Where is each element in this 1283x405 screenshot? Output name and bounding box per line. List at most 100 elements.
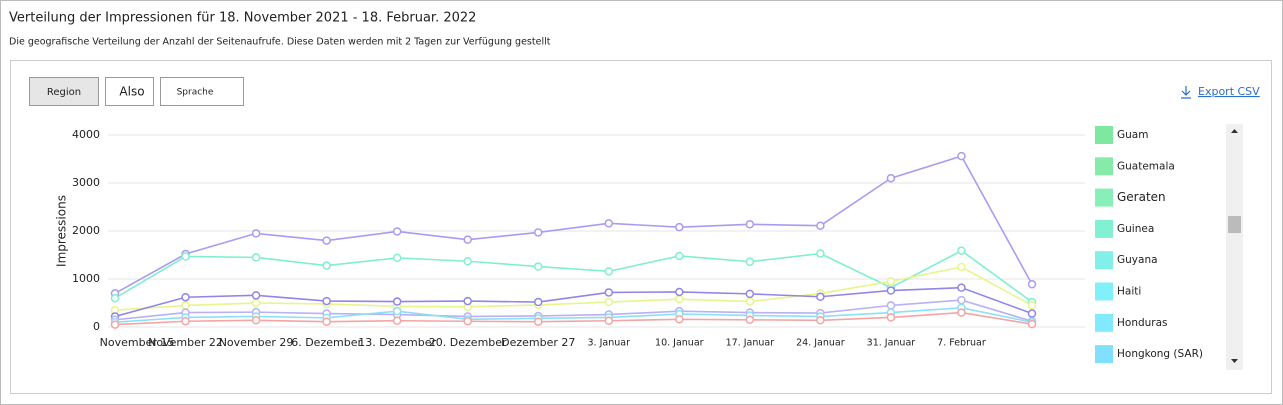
x-tick-label: November 15 [100,336,175,349]
x-tick-label: 31. Januar [867,338,916,349]
scrollbar-track[interactable] [1226,124,1243,370]
data-point [886,277,896,286]
y-tick-label: 3000 [72,176,100,189]
x-tick-label: 17. Januar [726,338,775,349]
data-point [533,297,543,307]
x-tick-label: 24. Januar [796,338,845,349]
data-point [463,235,472,244]
legend-label: Haiti [1117,286,1141,298]
button-sprache[interactable]: Sprache [160,77,244,106]
y-tick-label: 1000 [72,272,100,285]
data-point [533,262,543,271]
data-point [957,262,966,272]
legend-swatch [1095,188,1113,207]
button-also[interactable]: Also [105,77,154,106]
data-point [957,295,966,305]
x-tick-label: 7. Februar [937,338,986,349]
data-point [604,297,614,307]
y-tick-label: 4000 [72,128,100,141]
legend-swatch [1095,313,1113,332]
button-label: Sprache [177,88,214,98]
x-tick-label: 10. Januar [655,338,704,349]
button-bg [105,77,154,106]
data-point [604,267,614,276]
button-region[interactable]: Region [29,77,99,106]
x-tick-label: Dezember 27 [501,336,575,349]
data-point [957,246,966,255]
legend-label: Hongkong (SAR) [1117,348,1203,360]
data-point [251,253,261,262]
legend-swatch [1095,282,1113,301]
data-point [251,316,261,325]
data-point [110,320,120,329]
data-point [745,220,755,229]
data-point [110,293,120,303]
series-line [114,266,1033,311]
export-link[interactable]: Export CSV [1181,85,1260,99]
legend-label: Guyana [1117,254,1158,266]
data-point [816,249,825,258]
export-label: Export CSV [1198,85,1260,98]
series-line [114,299,1033,323]
data-point [604,288,614,297]
data-point [816,316,825,325]
data-point [251,229,261,238]
data-point [675,251,684,261]
data-point [745,297,755,306]
data-point [392,227,402,236]
data-point [181,252,190,261]
legend-swatch [1095,251,1113,270]
x-tick-label: 3. Januar [588,338,631,349]
legend-label: Guatemala [1117,160,1175,172]
button-bg [29,77,99,106]
data-point [463,316,472,326]
data-point [392,297,402,306]
scroll-up[interactable] [1231,129,1238,133]
data-point [745,289,755,299]
data-point [463,256,472,266]
data-point [675,222,684,232]
data-point [604,316,614,326]
data-point [816,292,825,302]
button-label: Also [119,85,144,99]
data-point [322,317,331,326]
data-point [533,317,543,326]
data-point [1027,280,1037,289]
legend-swatch [1095,345,1113,364]
legend-label: Guinea [1117,223,1154,235]
series-line [114,306,1033,323]
data-point [675,287,684,297]
x-tick-label: 20. Dezember [429,336,507,349]
data-point [957,151,966,161]
y-tick-label: 0 [93,320,100,333]
data-point [322,236,331,245]
data-point [1027,301,1037,310]
data-point [816,221,825,230]
data-point [675,315,684,324]
scrollbar-thumb[interactable] [1228,216,1241,233]
series-line [114,286,1033,318]
data-point [392,253,402,263]
title: Verteilung der Impressionen für 18. Nove… [9,11,476,26]
data-point [392,316,402,326]
y-axis-label: Impressions [55,195,69,267]
panel [10,60,1272,394]
data-point [1027,309,1037,318]
data-point [251,298,261,308]
data-point [745,315,755,325]
series-line [114,311,1033,326]
data-point [957,308,966,317]
data-point [463,296,472,306]
data-point [1027,319,1037,329]
download-icon [1181,86,1191,99]
y-tick-label: 2000 [72,224,100,237]
x-tick-label: November 29 [219,336,294,349]
button-label: Region [47,87,81,98]
scroll-down[interactable] [1231,359,1238,363]
data-point [181,292,190,302]
legend-swatch [1095,219,1113,238]
legend-label: Geraten [1117,190,1166,204]
legend-swatch [1095,126,1113,144]
data-point [886,286,896,295]
